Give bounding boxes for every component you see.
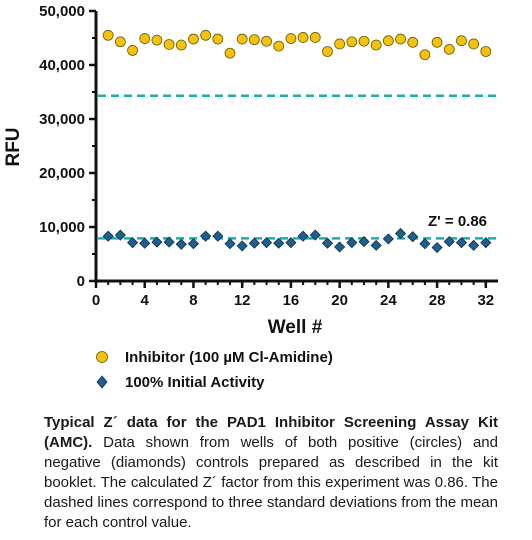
- data-point-inhibitor: [395, 33, 406, 45]
- data-point-inhibitor: [261, 35, 272, 47]
- data-point-initial-activity: [273, 237, 285, 249]
- x-tick-label: 0: [92, 292, 100, 309]
- x-tick-label: 32: [477, 292, 494, 309]
- data-point-inhibitor: [382, 35, 394, 47]
- data-point-inhibitor: [273, 40, 285, 52]
- data-point-initial-activity: [126, 237, 139, 249]
- x-tick-label: 16: [283, 292, 300, 309]
- data-point-initial-activity: [468, 239, 480, 251]
- data-point-inhibitor: [297, 32, 309, 43]
- y-tick-label: 30,000: [39, 111, 85, 128]
- data-point-initial-activity: [407, 231, 419, 243]
- data-point-initial-activity: [455, 237, 468, 249]
- y-axis-title: RFU: [3, 127, 24, 166]
- data-point-inhibitor: [443, 43, 455, 55]
- x-tick-label: 12: [234, 292, 251, 309]
- data-point-initial-activity: [346, 237, 358, 249]
- data-point-inhibitor: [419, 49, 431, 61]
- data-point-inhibitor: [346, 36, 358, 48]
- data-point-initial-activity: [200, 230, 212, 242]
- data-point-inhibitor: [480, 46, 492, 57]
- data-point-inhibitor: [248, 34, 260, 46]
- data-point-inhibitor: [114, 36, 126, 48]
- legend-marker-initial-activity: [96, 375, 108, 389]
- data-point-inhibitor: [468, 38, 480, 50]
- data-points: [102, 29, 492, 254]
- data-point-initial-activity: [309, 229, 321, 241]
- data-point-initial-activity: [480, 237, 492, 249]
- data-point-initial-activity: [187, 238, 200, 250]
- y-tick-label: 50,000: [39, 3, 85, 20]
- data-point-initial-activity: [419, 238, 431, 250]
- data-point-initial-activity: [151, 236, 163, 248]
- data-point-inhibitor: [163, 39, 175, 50]
- data-point-inhibitor: [212, 33, 224, 45]
- data-point-initial-activity: [236, 240, 248, 252]
- data-point-initial-activity: [443, 236, 455, 248]
- caption-title: Typical Z´ data for the PAD1 Inhibitor S…: [44, 414, 498, 451]
- data-point-initial-activity: [224, 238, 236, 250]
- reference-lines: [98, 94, 498, 240]
- data-point-initial-activity: [212, 230, 224, 242]
- data-point-initial-activity: [297, 230, 309, 242]
- data-point-inhibitor: [175, 39, 187, 51]
- data-point-inhibitor: [431, 36, 443, 48]
- data-point-initial-activity: [102, 230, 114, 242]
- data-point-inhibitor: [200, 29, 212, 41]
- data-point-inhibitor: [139, 33, 151, 44]
- x-tick-label: 20: [331, 292, 348, 309]
- data-point-inhibitor: [456, 35, 467, 47]
- axes: 0 10,000 20,000 30,000 40,000 50,000 0 4 8 12 16 20…: [39, 3, 498, 309]
- data-point-initial-activity: [114, 229, 126, 241]
- x-axis-title: Well #: [268, 317, 323, 338]
- data-point-inhibitor: [102, 29, 114, 41]
- data-point-initial-activity: [370, 239, 382, 251]
- data-point-inhibitor: [334, 38, 346, 50]
- data-point-inhibitor: [127, 45, 138, 56]
- data-point-initial-activity: [358, 236, 370, 248]
- data-point-initial-activity: [334, 241, 346, 253]
- data-point-initial-activity: [260, 237, 273, 249]
- legend: Inhibitor (100 µM Cl-Amidine) 100% Initi…: [96, 349, 333, 391]
- data-point-initial-activity: [431, 241, 443, 254]
- data-point-inhibitor: [151, 34, 163, 46]
- data-point-initial-activity: [163, 236, 175, 248]
- y-tick-label: 20,000: [39, 165, 85, 182]
- data-point-inhibitor: [309, 32, 321, 43]
- data-point-inhibitor: [322, 46, 333, 57]
- chart: 0 10,000 20,000 30,000 40,000 50,000 0 4 8 12 16 20…: [3, 3, 498, 391]
- data-point-initial-activity: [321, 237, 334, 249]
- data-point-initial-activity: [139, 237, 151, 249]
- caption-body: Data shown from wells of both positive (…: [44, 434, 498, 531]
- data-point-inhibitor: [285, 33, 297, 44]
- figure-caption: Typical Z´ data for the PAD1 Inhibitor S…: [44, 413, 498, 533]
- x-tick-label: 4: [141, 292, 150, 309]
- x-tick-label: 8: [189, 292, 197, 309]
- data-point-inhibitor: [358, 35, 370, 47]
- data-point-inhibitor: [224, 47, 236, 59]
- legend-marker-inhibitor: [96, 351, 108, 363]
- data-point-inhibitor: [407, 36, 419, 48]
- annotation-z-prime: Z' = 0.86: [428, 213, 487, 230]
- data-point-inhibitor: [188, 33, 199, 45]
- legend-label-initial-activity: 100% Initial Activity: [125, 374, 265, 391]
- x-tick-label: 28: [429, 292, 446, 309]
- y-tick-label: 0: [77, 273, 85, 290]
- data-point-inhibitor: [370, 39, 382, 51]
- data-point-initial-activity: [382, 233, 394, 245]
- y-tick-label: 10,000: [39, 219, 85, 236]
- x-tick-label: 24: [380, 292, 397, 309]
- data-point-initial-activity: [285, 237, 297, 249]
- y-tick-label: 40,000: [39, 57, 85, 74]
- data-point-initial-activity: [175, 238, 187, 250]
- legend-label-inhibitor: Inhibitor (100 µM Cl-Amidine): [125, 349, 333, 366]
- data-point-initial-activity: [394, 227, 407, 240]
- data-point-inhibitor: [236, 33, 248, 45]
- data-point-initial-activity: [248, 237, 260, 249]
